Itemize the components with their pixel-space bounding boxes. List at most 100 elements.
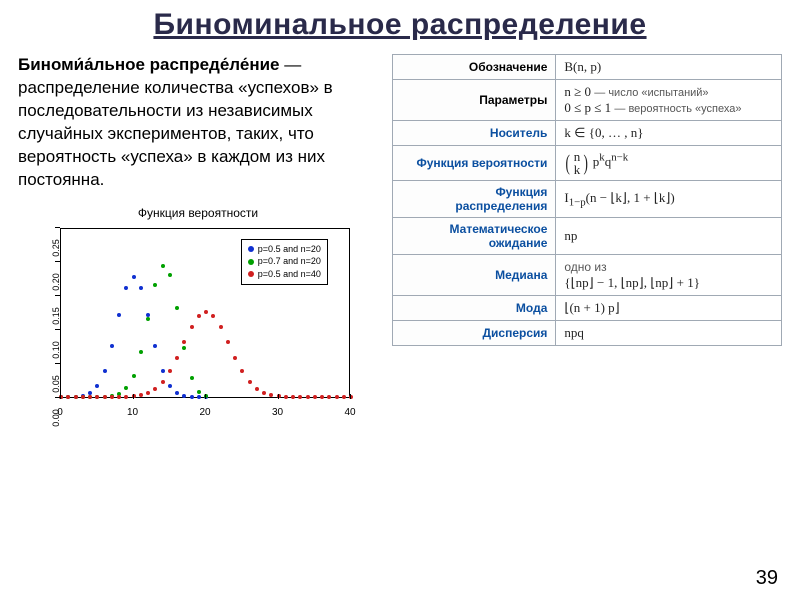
chart-point	[182, 340, 186, 344]
y-tick-label: 0.15	[51, 297, 61, 335]
chart-point	[168, 273, 172, 277]
slide-title: Биноминальное распределение	[18, 8, 782, 42]
chart-point	[197, 390, 201, 394]
chart-point	[146, 391, 150, 395]
chart-point	[182, 346, 186, 350]
chart-point	[103, 369, 107, 373]
chart-point	[197, 314, 201, 318]
chart-point	[284, 395, 288, 399]
chart-point	[335, 395, 339, 399]
chart-point	[66, 395, 70, 399]
property-label: Мода	[393, 296, 556, 321]
property-label: Функция распределения	[393, 181, 556, 218]
property-label: Носитель	[393, 121, 556, 146]
chart-point	[190, 325, 194, 329]
property-value: n ≥ 0 — число «испытаний»0 ≤ p ≤ 1 — вер…	[556, 80, 782, 121]
property-label: Медиана	[393, 255, 556, 296]
property-label: Дисперсия	[393, 321, 556, 346]
chart-point	[211, 314, 215, 318]
property-value: (nk) pkqn−k	[556, 146, 782, 181]
chart-point	[153, 344, 157, 348]
chart-point	[190, 395, 194, 399]
chart-point	[182, 394, 186, 398]
chart-point	[342, 395, 346, 399]
property-label: Математическое ожидание	[393, 218, 556, 255]
chart-point	[139, 286, 143, 290]
chart-point	[320, 395, 324, 399]
chart-point	[103, 395, 107, 399]
chart-point	[168, 384, 172, 388]
x-tick-label: 40	[344, 407, 355, 418]
chart-point	[197, 395, 201, 399]
chart-point	[175, 306, 179, 310]
property-value: npq	[556, 321, 782, 346]
chart-point	[168, 369, 172, 373]
chart-point	[291, 395, 295, 399]
property-value: np	[556, 218, 782, 255]
page-number: 39	[756, 567, 778, 590]
x-tick-label: 20	[199, 407, 210, 418]
chart-point	[298, 395, 302, 399]
table-row: Функция вероятности(nk) pkqn−k	[393, 146, 782, 181]
chart-point	[161, 264, 165, 268]
chart-point	[233, 356, 237, 360]
y-tick-label: 0.20	[51, 263, 61, 301]
chart-point	[110, 344, 114, 348]
chart-point	[117, 313, 121, 317]
table-row: Носительk ∈ {0, … , n}	[393, 121, 782, 146]
table-row: Мода⌊(n + 1) p⌋	[393, 296, 782, 321]
chart-point	[153, 387, 157, 391]
chart-point	[175, 356, 179, 360]
property-value: ⌊(n + 1) p⌋	[556, 296, 782, 321]
chart-point	[95, 384, 99, 388]
chart-point	[204, 310, 208, 314]
chart-point	[313, 395, 317, 399]
table-row: Функция распределенияI1−p(n − ⌊k⌋, 1 + ⌊…	[393, 181, 782, 218]
chart-point	[153, 283, 157, 287]
chart-point	[255, 387, 259, 391]
chart-point	[248, 380, 252, 384]
definition-lead: Биноми́а́льное распреде́ле́ние	[18, 55, 280, 74]
x-tick-label: 10	[127, 407, 138, 418]
chart-point	[132, 275, 136, 279]
definition-paragraph: Биноми́а́льное распреде́ле́ние — распред…	[18, 54, 378, 192]
table-row: Дисперсияnpq	[393, 321, 782, 346]
chart-point	[139, 350, 143, 354]
chart-legend: p=0.5 and n=20p=0.7 and n=20p=0.5 and n=…	[241, 239, 328, 285]
chart-point	[161, 380, 165, 384]
chart-point	[124, 386, 128, 390]
chart-point	[262, 391, 266, 395]
table-row: Параметрыn ≥ 0 — число «испытаний»0 ≤ p …	[393, 80, 782, 121]
chart-point	[219, 325, 223, 329]
chart-point	[132, 374, 136, 378]
probability-chart: p=0.5 and n=20p=0.7 and n=20p=0.5 and n=…	[18, 222, 358, 422]
y-tick-label: 0.10	[51, 331, 61, 369]
property-value: k ∈ {0, … , n}	[556, 121, 782, 146]
chart-point	[139, 393, 143, 397]
chart-point	[306, 395, 310, 399]
property-label: Параметры	[393, 80, 556, 121]
y-tick-label: 0.05	[51, 365, 61, 403]
x-tick-label: 30	[272, 407, 283, 418]
y-tick-label: 0.00	[51, 399, 61, 437]
chart-point	[110, 395, 114, 399]
chart-title: Функция вероятности	[18, 206, 378, 220]
chart-point	[117, 395, 121, 399]
chart-point	[88, 395, 92, 399]
chart-point	[81, 395, 85, 399]
table-row: ОбозначениеB(n, p)	[393, 55, 782, 80]
chart-point	[74, 395, 78, 399]
chart-point	[226, 340, 230, 344]
chart-point	[95, 395, 99, 399]
chart-point	[124, 286, 128, 290]
chart-point	[175, 391, 179, 395]
y-tick-label: 0.25	[51, 229, 61, 267]
definition-rest: — распределение количества «успехов» в п…	[18, 55, 333, 189]
chart-point	[146, 317, 150, 321]
table-row: Математическое ожиданиеnp	[393, 218, 782, 255]
chart-point	[190, 376, 194, 380]
table-row: Медианаодно из{⌊np⌋ − 1, ⌊np⌋, ⌊np⌋ + 1}	[393, 255, 782, 296]
property-value: одно из{⌊np⌋ − 1, ⌊np⌋, ⌊np⌋ + 1}	[556, 255, 782, 296]
chart-point	[327, 395, 331, 399]
property-label: Функция вероятности	[393, 146, 556, 181]
